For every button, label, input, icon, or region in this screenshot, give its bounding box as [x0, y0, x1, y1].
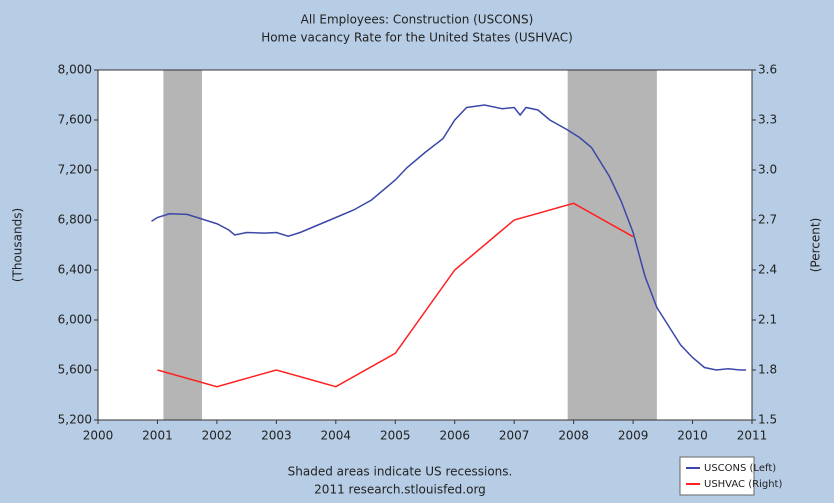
footer-source: 2011 research.stlouisfed.org: [314, 483, 486, 497]
plot-border: [97, 69, 753, 421]
y-tick-label: 8,000: [58, 63, 92, 77]
x-tick-label: 2000: [83, 429, 114, 443]
x-tick-label: 2004: [321, 429, 352, 443]
y2-tick-label: 2.4: [758, 263, 777, 277]
chart-subtitle: Home vacancy Rate for the United States …: [261, 31, 573, 45]
x-tick-label: 2008: [558, 429, 589, 443]
y2-tick-label: 3.6: [758, 63, 777, 77]
x-tick-label: 2005: [380, 429, 411, 443]
y-axis-label: (Thousands): [11, 208, 25, 282]
series-line: [151, 104, 747, 371]
y2-tick-label: 2.1: [758, 313, 777, 327]
chart-title: All Employees: Construction (USCONS): [301, 13, 534, 27]
y-tick-label: 6,400: [58, 263, 92, 277]
y2-tick-label: 1.8: [758, 363, 777, 377]
y-tick-label: 6,800: [58, 213, 92, 227]
y-tick-label: 6,000: [58, 313, 92, 327]
footer-note: Shaded areas indicate US recessions.: [288, 465, 513, 479]
x-tick-label: 2010: [677, 429, 708, 443]
y-tick-label: 5,200: [58, 413, 92, 427]
x-tick-label: 2003: [261, 429, 292, 443]
x-tick-label: 2011: [737, 429, 768, 443]
recession-band: [163, 70, 203, 420]
y2-axis-label: (Percent): [809, 218, 823, 273]
x-tick-label: 2006: [439, 429, 470, 443]
legend-label: USHVAC (Right): [704, 479, 782, 490]
x-tick-label: 2007: [499, 429, 530, 443]
y2-tick-label: 1.5: [758, 413, 777, 427]
y-tick-label: 7,200: [58, 163, 92, 177]
x-tick-label: 2002: [202, 429, 233, 443]
x-tick-label: 2001: [142, 429, 173, 443]
y2-tick-label: 3.3: [758, 113, 777, 127]
legend-label: USCONS (Left): [704, 463, 776, 474]
x-tick-label: 2009: [618, 429, 649, 443]
legend: [679, 456, 755, 496]
series-line: [157, 202, 634, 388]
y2-tick-label: 2.7: [758, 213, 777, 227]
y-tick-label: 5,600: [58, 363, 92, 377]
y2-tick-label: 3.0: [758, 163, 777, 177]
y-tick-label: 7,600: [58, 113, 92, 127]
recession-band: [567, 70, 657, 420]
